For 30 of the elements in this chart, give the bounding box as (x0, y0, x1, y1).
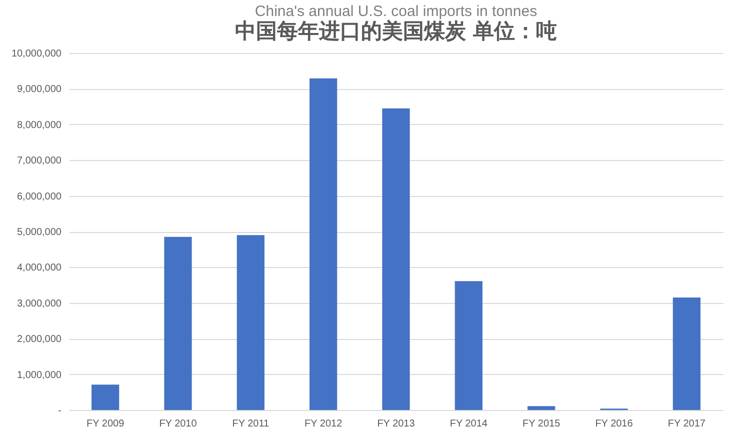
bar (382, 108, 410, 410)
y-tick-label: 8,000,000 (17, 120, 62, 131)
y-tick-label: 10,000,000 (11, 48, 62, 60)
y-tick-label: 1,000,000 (17, 370, 62, 381)
y-tick-label: 6,000,000 (17, 191, 62, 202)
x-tick-label: FY 2010 (159, 418, 198, 430)
y-tick-label: - (58, 406, 62, 416)
bar (454, 281, 482, 410)
bar (672, 298, 700, 410)
x-tick-label: FY 2015 (522, 418, 561, 430)
x-tick-label: FY 2017 (668, 418, 706, 430)
y-tick-label: 4,000,000 (17, 262, 62, 274)
x-tick-label: FY 2014 (450, 418, 488, 430)
bar (164, 236, 192, 410)
chart-title: China's annual U.S. coal imports in tonnes (254, 3, 538, 20)
y-tick-label: 9,000,000 (17, 84, 62, 96)
chart-subtitle: 中国每年进口的美国煤炭 单位：吨 (234, 19, 558, 43)
y-tick-label: 7,000,000 (17, 156, 62, 167)
x-tick-label: FY 2016 (595, 418, 634, 430)
x-tick-label: FY 2012 (304, 418, 343, 430)
y-tick-label: 5,000,000 (17, 227, 62, 238)
x-tick-label: FY 2011 (232, 418, 270, 430)
bar (236, 235, 264, 410)
y-tick-label: 3,000,000 (17, 298, 62, 310)
bar (528, 406, 556, 410)
x-tick-label: FY 2013 (377, 418, 416, 430)
y-tick-label: 2,000,000 (17, 334, 62, 346)
bar (92, 384, 120, 410)
bar (310, 78, 338, 410)
x-tick-label: FY 2009 (86, 418, 125, 430)
